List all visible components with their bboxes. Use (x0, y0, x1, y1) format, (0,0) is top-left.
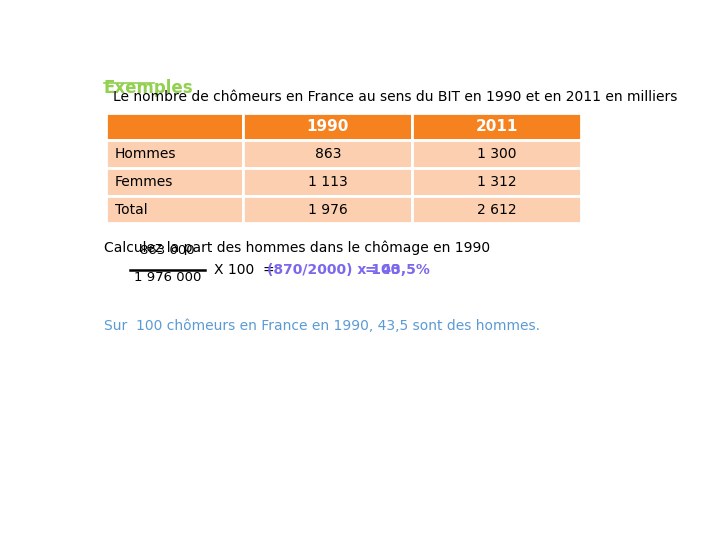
Text: 1990: 1990 (307, 119, 349, 134)
Text: 1 976 000: 1 976 000 (134, 271, 201, 284)
Text: 863: 863 (315, 147, 341, 161)
Bar (243, 168, 413, 195)
Text: Hommes: Hommes (114, 147, 176, 161)
Text: (870/2000) x 100: (870/2000) x 100 (266, 262, 400, 276)
Bar (106, 195, 243, 224)
Bar (106, 112, 243, 140)
Text: = 43,5%: = 43,5% (365, 262, 430, 276)
Text: Total: Total (114, 202, 148, 217)
Bar (106, 140, 243, 168)
Text: 1 300: 1 300 (477, 147, 517, 161)
Text: 1 113: 1 113 (308, 175, 348, 189)
Text: 1 976: 1 976 (308, 202, 348, 217)
Bar (413, 140, 581, 168)
Bar (413, 168, 581, 195)
Text: X 100  =: X 100 = (214, 262, 274, 276)
Text: Femmes: Femmes (114, 175, 174, 189)
Bar (413, 112, 581, 140)
Text: 2 612: 2 612 (477, 202, 517, 217)
Text: Le nombre de chômeurs en France au sens du BIT en 1990 et en 2011 en milliers: Le nombre de chômeurs en France au sens … (113, 90, 678, 104)
Bar (243, 112, 413, 140)
Bar (243, 140, 413, 168)
Text: Calculez la part des hommes dans le chômage en 1990: Calculez la part des hommes dans le chôm… (104, 240, 490, 255)
Text: 863 000: 863 000 (140, 244, 195, 257)
Text: Exemples: Exemples (104, 79, 194, 97)
Bar (413, 195, 581, 224)
Text: 2011: 2011 (476, 119, 518, 134)
Bar (243, 195, 413, 224)
Bar (106, 168, 243, 195)
Text: Sur  100 chômeurs en France en 1990, 43,5 sont des hommes.: Sur 100 chômeurs en France en 1990, 43,5… (104, 319, 540, 333)
Text: 1 312: 1 312 (477, 175, 517, 189)
